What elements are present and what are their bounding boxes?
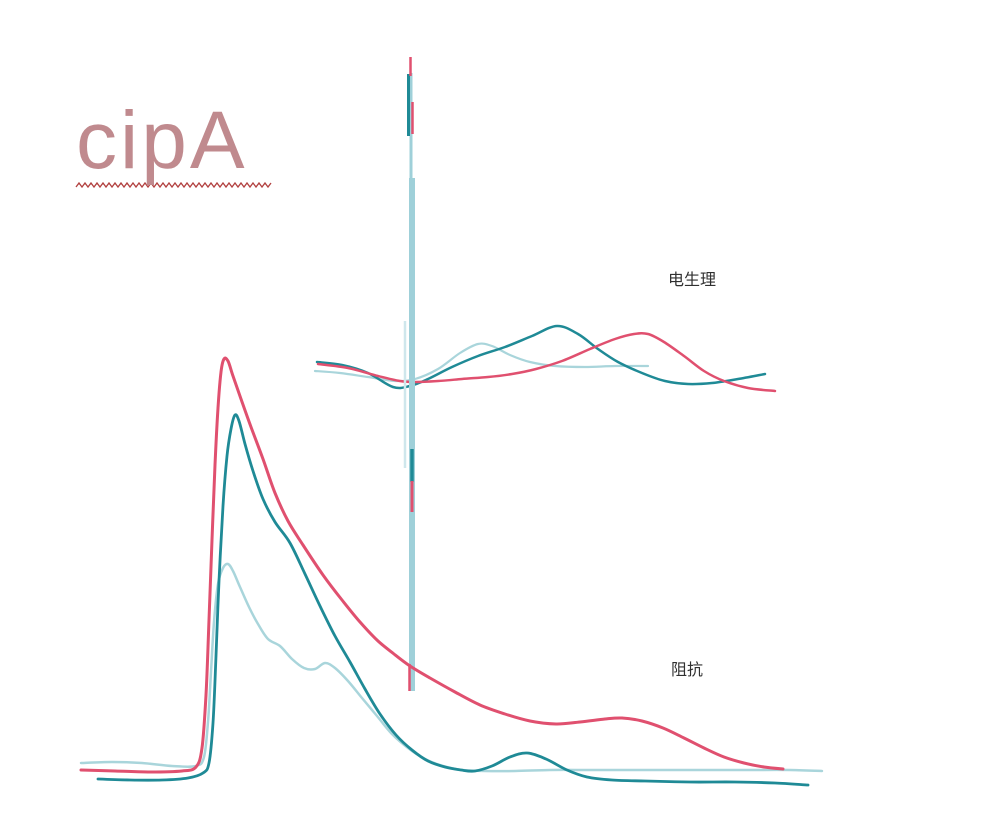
imp-pink-curve (79, 356, 785, 774)
imp-lightblue-curve (79, 562, 824, 773)
page-title: cipA (76, 95, 248, 186)
electrophysiology-label: 电生理 (668, 272, 717, 289)
ep-teal-curve (315, 324, 767, 390)
imp-teal-curve (96, 413, 810, 787)
impedance-label: 阻抗 (671, 662, 704, 679)
title-squiggle-underline (75, 181, 272, 189)
